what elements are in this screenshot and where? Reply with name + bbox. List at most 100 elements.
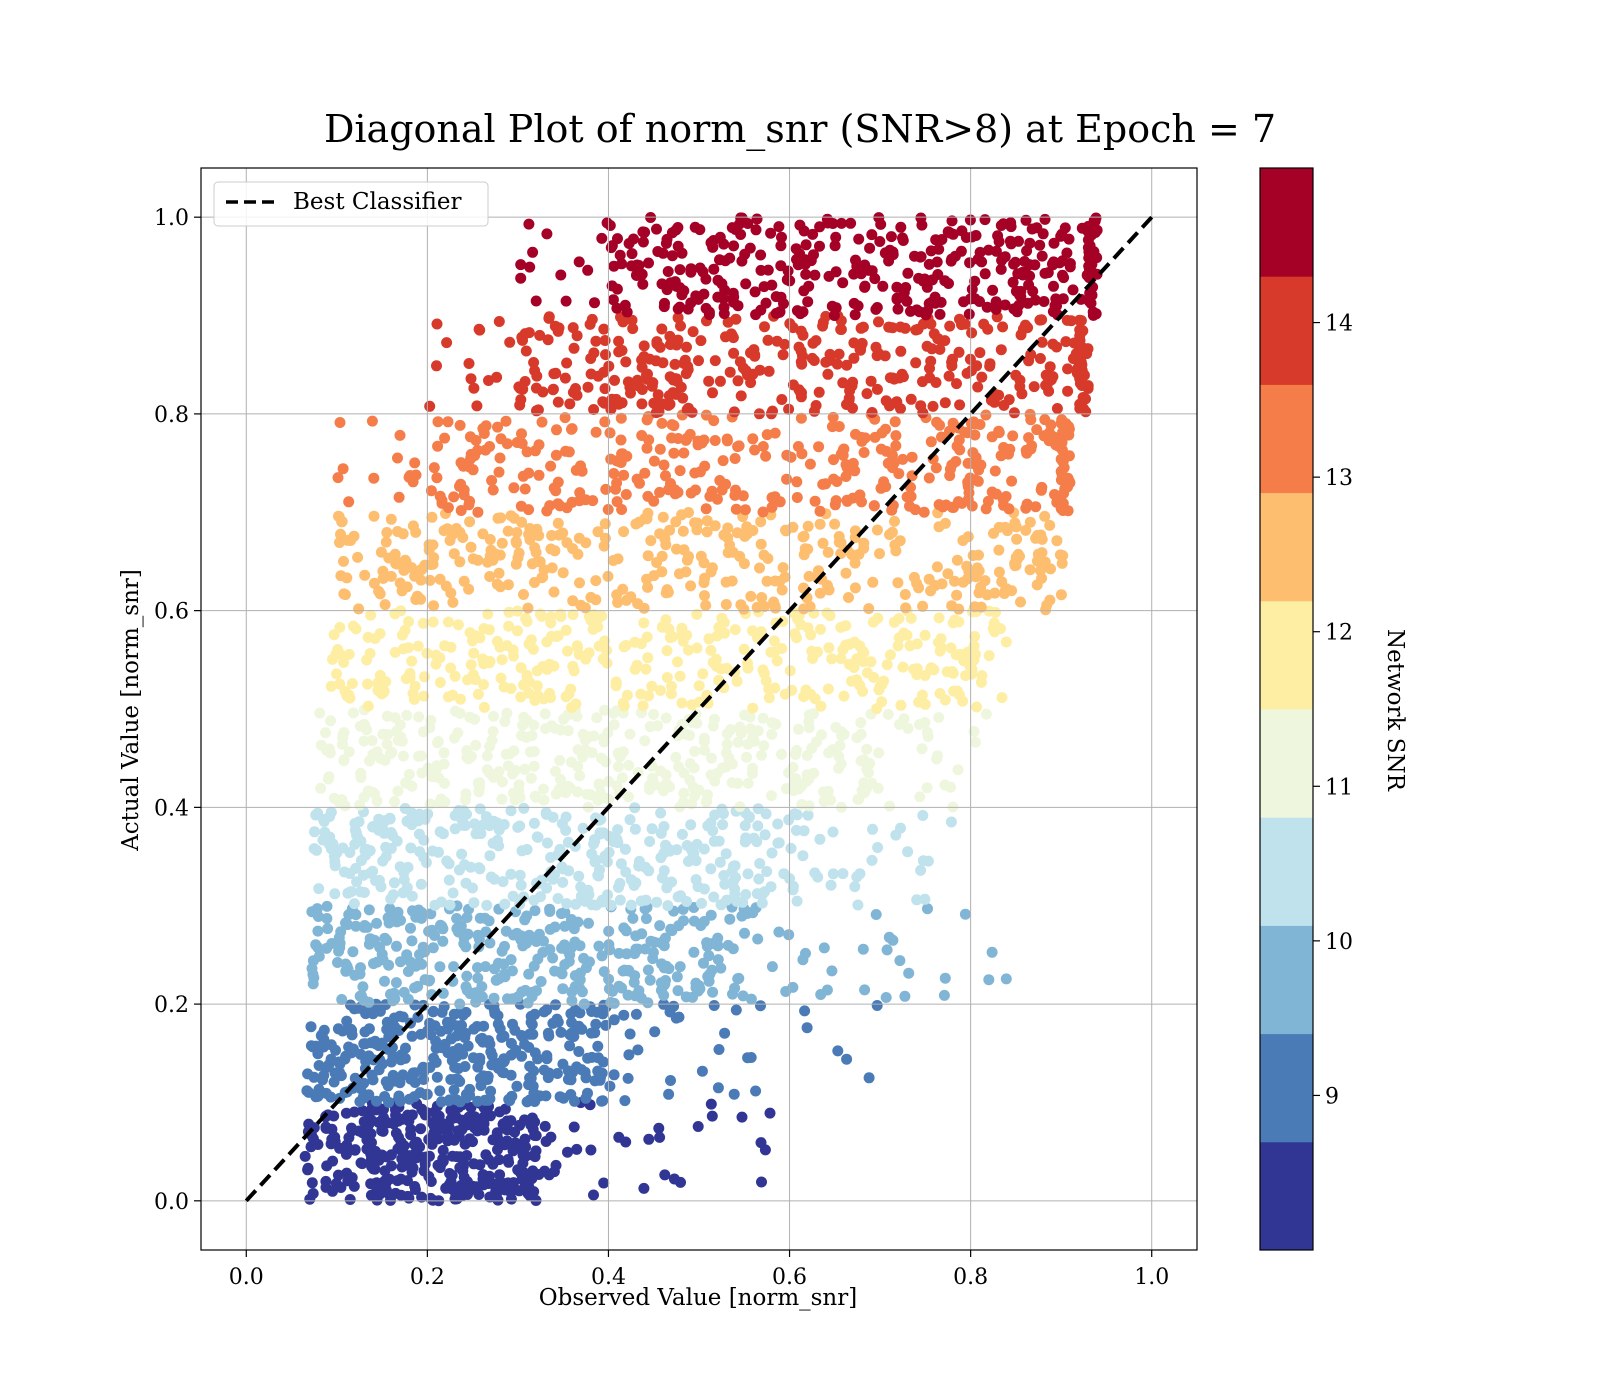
scatter-point (601, 657, 613, 669)
scatter-point (547, 811, 559, 823)
scatter-point (827, 218, 839, 229)
scatter-point (1036, 314, 1048, 326)
scatter-point (531, 523, 543, 535)
scatter-point (781, 449, 793, 461)
scatter-point (837, 444, 849, 456)
scatter-point (521, 446, 533, 458)
scatter-point (474, 803, 486, 815)
scatter-point (732, 300, 744, 312)
best-classifier-line (244, 215, 1154, 1203)
scatter-point (348, 898, 360, 910)
scatter-point (507, 787, 519, 799)
scatter-point (460, 788, 472, 800)
scatter-point (692, 1121, 704, 1132)
scatter-point (359, 844, 371, 856)
scatter-point (837, 644, 849, 656)
scatter-point (755, 264, 767, 276)
scatter-point (502, 525, 514, 537)
scatter-point (604, 427, 616, 439)
scatter-point (1056, 557, 1068, 569)
scatter-point (497, 1066, 508, 1078)
scatter-point (464, 627, 476, 639)
scatter-point (914, 791, 926, 803)
scatter-point (993, 427, 1005, 439)
scatter-point (476, 991, 488, 1003)
scatter-point (463, 358, 475, 369)
scatter-point (363, 1023, 375, 1035)
scatter-point (787, 761, 799, 773)
scatter-point (405, 922, 416, 934)
scatter-point (467, 635, 478, 647)
scatter-point (560, 811, 572, 823)
scatter-point (355, 767, 367, 779)
scatter-point (507, 890, 519, 902)
scatter-point (347, 1043, 359, 1055)
scatter-point (310, 939, 322, 951)
scatter-point (731, 675, 743, 687)
scatter-point (653, 1122, 665, 1134)
scatter-point (544, 903, 556, 915)
scatter-point (517, 1149, 529, 1161)
scatter-point (814, 240, 825, 252)
scatter-point (484, 937, 496, 949)
scatter-point (576, 1064, 587, 1076)
scatter-point (627, 912, 639, 924)
scatter-point (548, 660, 560, 672)
scatter-point (455, 1151, 467, 1163)
scatter-point (493, 840, 505, 852)
scatter-point (749, 286, 761, 298)
scatter-point (974, 347, 986, 359)
scatter-point (580, 537, 592, 549)
scatter-point (571, 1143, 583, 1155)
scatter-point (889, 416, 901, 428)
scatter-point (714, 254, 725, 266)
scatter-point (425, 485, 437, 497)
scatter-point (323, 771, 335, 783)
scatter-point (366, 1137, 377, 1149)
scatter-point (763, 365, 775, 377)
scatter-point (377, 954, 389, 966)
scatter-point (379, 599, 391, 611)
scatter-point (709, 520, 721, 532)
scatter-point (1011, 533, 1023, 545)
scatter-point (1040, 604, 1052, 616)
scatter-point (583, 611, 595, 623)
scatter-point (445, 641, 457, 653)
scatter-point (628, 233, 639, 245)
scatter-point (568, 923, 580, 935)
scatter-point (672, 312, 684, 324)
scatter-point (800, 947, 811, 959)
scatter-point (853, 233, 865, 245)
scatter-point (999, 521, 1011, 533)
scatter-point (538, 1006, 550, 1018)
scatter-point (947, 667, 959, 679)
scatter-point (325, 715, 337, 727)
scatter-point (931, 256, 943, 268)
scatter-point (901, 295, 913, 307)
scatter-point (448, 1084, 460, 1096)
scatter-point (491, 578, 503, 590)
scatter-point (780, 525, 792, 537)
scatter-point (441, 1016, 453, 1028)
scatter-point (745, 1052, 757, 1063)
scatter-point (871, 524, 883, 536)
scatter-point (599, 383, 611, 395)
scatter-point (841, 359, 853, 371)
scatter-point (613, 881, 624, 893)
scatter-point (528, 719, 540, 731)
scatter-point (585, 1144, 597, 1156)
scatter-point (322, 923, 334, 935)
scatter-point (759, 1144, 771, 1156)
scatter-point (735, 727, 747, 739)
scatter-point (528, 1087, 540, 1099)
scatter-point (752, 803, 764, 815)
scatter-point (621, 306, 633, 318)
scatter-point (431, 318, 443, 330)
scatter-point (568, 1121, 580, 1133)
scatter-point (557, 876, 569, 888)
scatter-point (437, 1155, 449, 1167)
scatter-point (807, 653, 819, 664)
scatter-point (410, 1152, 422, 1164)
scatter-point (474, 1159, 486, 1171)
scatter-point (756, 889, 768, 901)
